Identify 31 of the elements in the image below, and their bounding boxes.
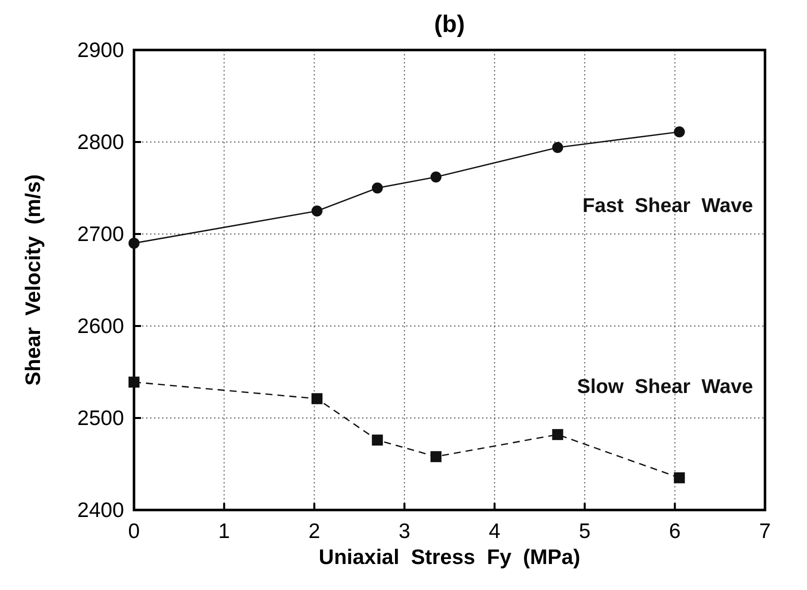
x-tick-label: 3: [398, 520, 410, 543]
point: [311, 206, 322, 216]
point: [552, 142, 564, 154]
y-tick-label: 2700: [77, 223, 124, 246]
y-axis-title: Shear Velocity (m/s): [22, 174, 45, 386]
point: [372, 434, 383, 446]
y-tick-label: 2600: [77, 315, 124, 338]
y-tick-label: 2500: [77, 407, 124, 430]
chart-title: (b): [434, 11, 465, 38]
point: [674, 126, 685, 138]
x-tick-label: 7: [759, 520, 771, 543]
y-tick-label: 2400: [77, 499, 124, 522]
point: [128, 238, 140, 249]
y-tick-label: 2900: [77, 39, 124, 62]
point: [430, 171, 442, 182]
x-axis-title: Uniaxial Stress Fy (MPa): [318, 546, 580, 569]
point: [128, 376, 140, 388]
point: [311, 393, 322, 404]
point: [674, 472, 685, 484]
point: [372, 182, 383, 194]
text: Fast Shear Wave: [582, 194, 753, 217]
x-tick-label: 5: [578, 520, 591, 543]
x-tick-label: 4: [488, 520, 501, 543]
x-tick-label: 1: [218, 520, 230, 543]
x-tick-label: 2: [308, 520, 320, 543]
series-label: Slow Shear Wave: [577, 376, 753, 398]
y-tick-label: 2800: [77, 131, 124, 154]
point: [430, 451, 442, 462]
x-tick-label: 6: [669, 520, 681, 543]
x-tick-label: 0: [128, 520, 140, 543]
point: [552, 429, 564, 440]
